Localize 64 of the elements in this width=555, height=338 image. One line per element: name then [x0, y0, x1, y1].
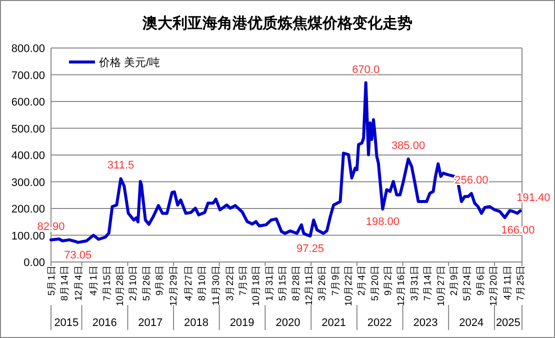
y-tick-label: 300.00 — [11, 176, 45, 189]
x2-tick-label: 2023 — [413, 317, 438, 329]
y-tick-label: 700.00 — [11, 70, 45, 82]
x2-tick-label: 2018 — [184, 317, 208, 329]
x2-tick-label: 2025 — [496, 317, 520, 329]
annotation: 97.25 — [296, 242, 324, 255]
y-tick-label: 400.00 — [11, 150, 45, 162]
x-tick-label: 7月5日 — [238, 265, 250, 296]
y-tick-label: 500.00 — [11, 123, 45, 136]
x2-tick-label: 2022 — [367, 317, 392, 329]
x-tick-label: 3月22日 — [224, 265, 236, 301]
x-tick-label: 8月10日 — [196, 265, 208, 301]
x2-tick-label: 2024 — [459, 317, 484, 329]
x-tick-label: 3月26日 — [317, 265, 328, 301]
x-tick-label: 8月28日 — [290, 265, 302, 301]
x2-tick-label: 2016 — [92, 317, 117, 329]
x2-tick-label: 2017 — [138, 317, 163, 329]
x2-tick-label: 2021 — [322, 317, 346, 329]
y-tick-label: 800.00 — [11, 43, 45, 55]
x-tick-label: 7月15日 — [102, 265, 113, 301]
annotation: 311.5 — [107, 160, 134, 172]
x-tick-label: 8月14日 — [60, 265, 71, 301]
x-tick-label: 12月29日 — [168, 265, 180, 306]
x-tick-label: 5月1日 — [46, 265, 58, 296]
x-tick-label: 10月27日 — [436, 265, 447, 306]
x-tick-label: 12月4日 — [74, 265, 85, 301]
x-tick-label: 9月2日 — [383, 265, 394, 296]
annotation: 385.00 — [391, 140, 426, 152]
annotation: 670.0 — [352, 64, 380, 76]
chart-title: 澳大利亚海角港优质炼焦煤价格变化走势 — [142, 14, 412, 32]
x-tick-label: 12月20日 — [488, 265, 500, 306]
x2-tick-label: 2015 — [54, 317, 79, 329]
x-tick-label: 2月10日 — [128, 265, 140, 301]
x-tick-label: 7月14日 — [422, 265, 434, 301]
y-tick-label: 200.00 — [11, 204, 45, 216]
y-tick-label: 100.00 — [11, 230, 45, 242]
y-tick-label: 600.00 — [11, 96, 45, 108]
x-tick-label: 4月11日 — [502, 265, 514, 300]
annotation: 73.05 — [64, 249, 92, 262]
x2-tick-label: 2019 — [230, 317, 254, 329]
x-tick-label: 9月8日 — [154, 265, 166, 296]
x-tick-label: 5月26日 — [141, 265, 152, 301]
annotation: 198.00 — [366, 216, 400, 228]
x-tick-label: 12月16日 — [396, 265, 408, 306]
x-tick-label: 10月28日 — [115, 265, 126, 306]
legend-label: 价格 美元/吨 — [98, 56, 160, 69]
x-tick-label: 7月9日 — [330, 265, 342, 296]
x-tick-label: 2月9日 — [448, 265, 460, 296]
x-tick-label: 10月22日 — [344, 265, 355, 306]
x-tick-label: 7月25日 — [516, 265, 527, 301]
x-tick-label: 4月27日 — [184, 265, 195, 301]
x-tick-label: 5月15日 — [278, 265, 289, 301]
x-tick-label: 5月20日 — [370, 265, 381, 301]
x-tick-label: 9月6日 — [475, 265, 486, 296]
y-tick-label: 0.00 — [24, 257, 45, 269]
x2-tick-label: 2020 — [276, 317, 300, 329]
x-tick-label: 3月31日 — [409, 265, 420, 301]
x-tick-label: 12月11日 — [304, 265, 315, 306]
x-tick-label: 11月30日 — [210, 265, 222, 306]
x-tick-label: 1月31日 — [264, 265, 276, 301]
x-tick-label: 2月4日 — [356, 265, 368, 296]
x-tick-label: 5月24日 — [462, 265, 474, 301]
x-tick-label: 4月1日 — [88, 265, 100, 296]
x-tick-label: 10月18日 — [251, 265, 262, 306]
